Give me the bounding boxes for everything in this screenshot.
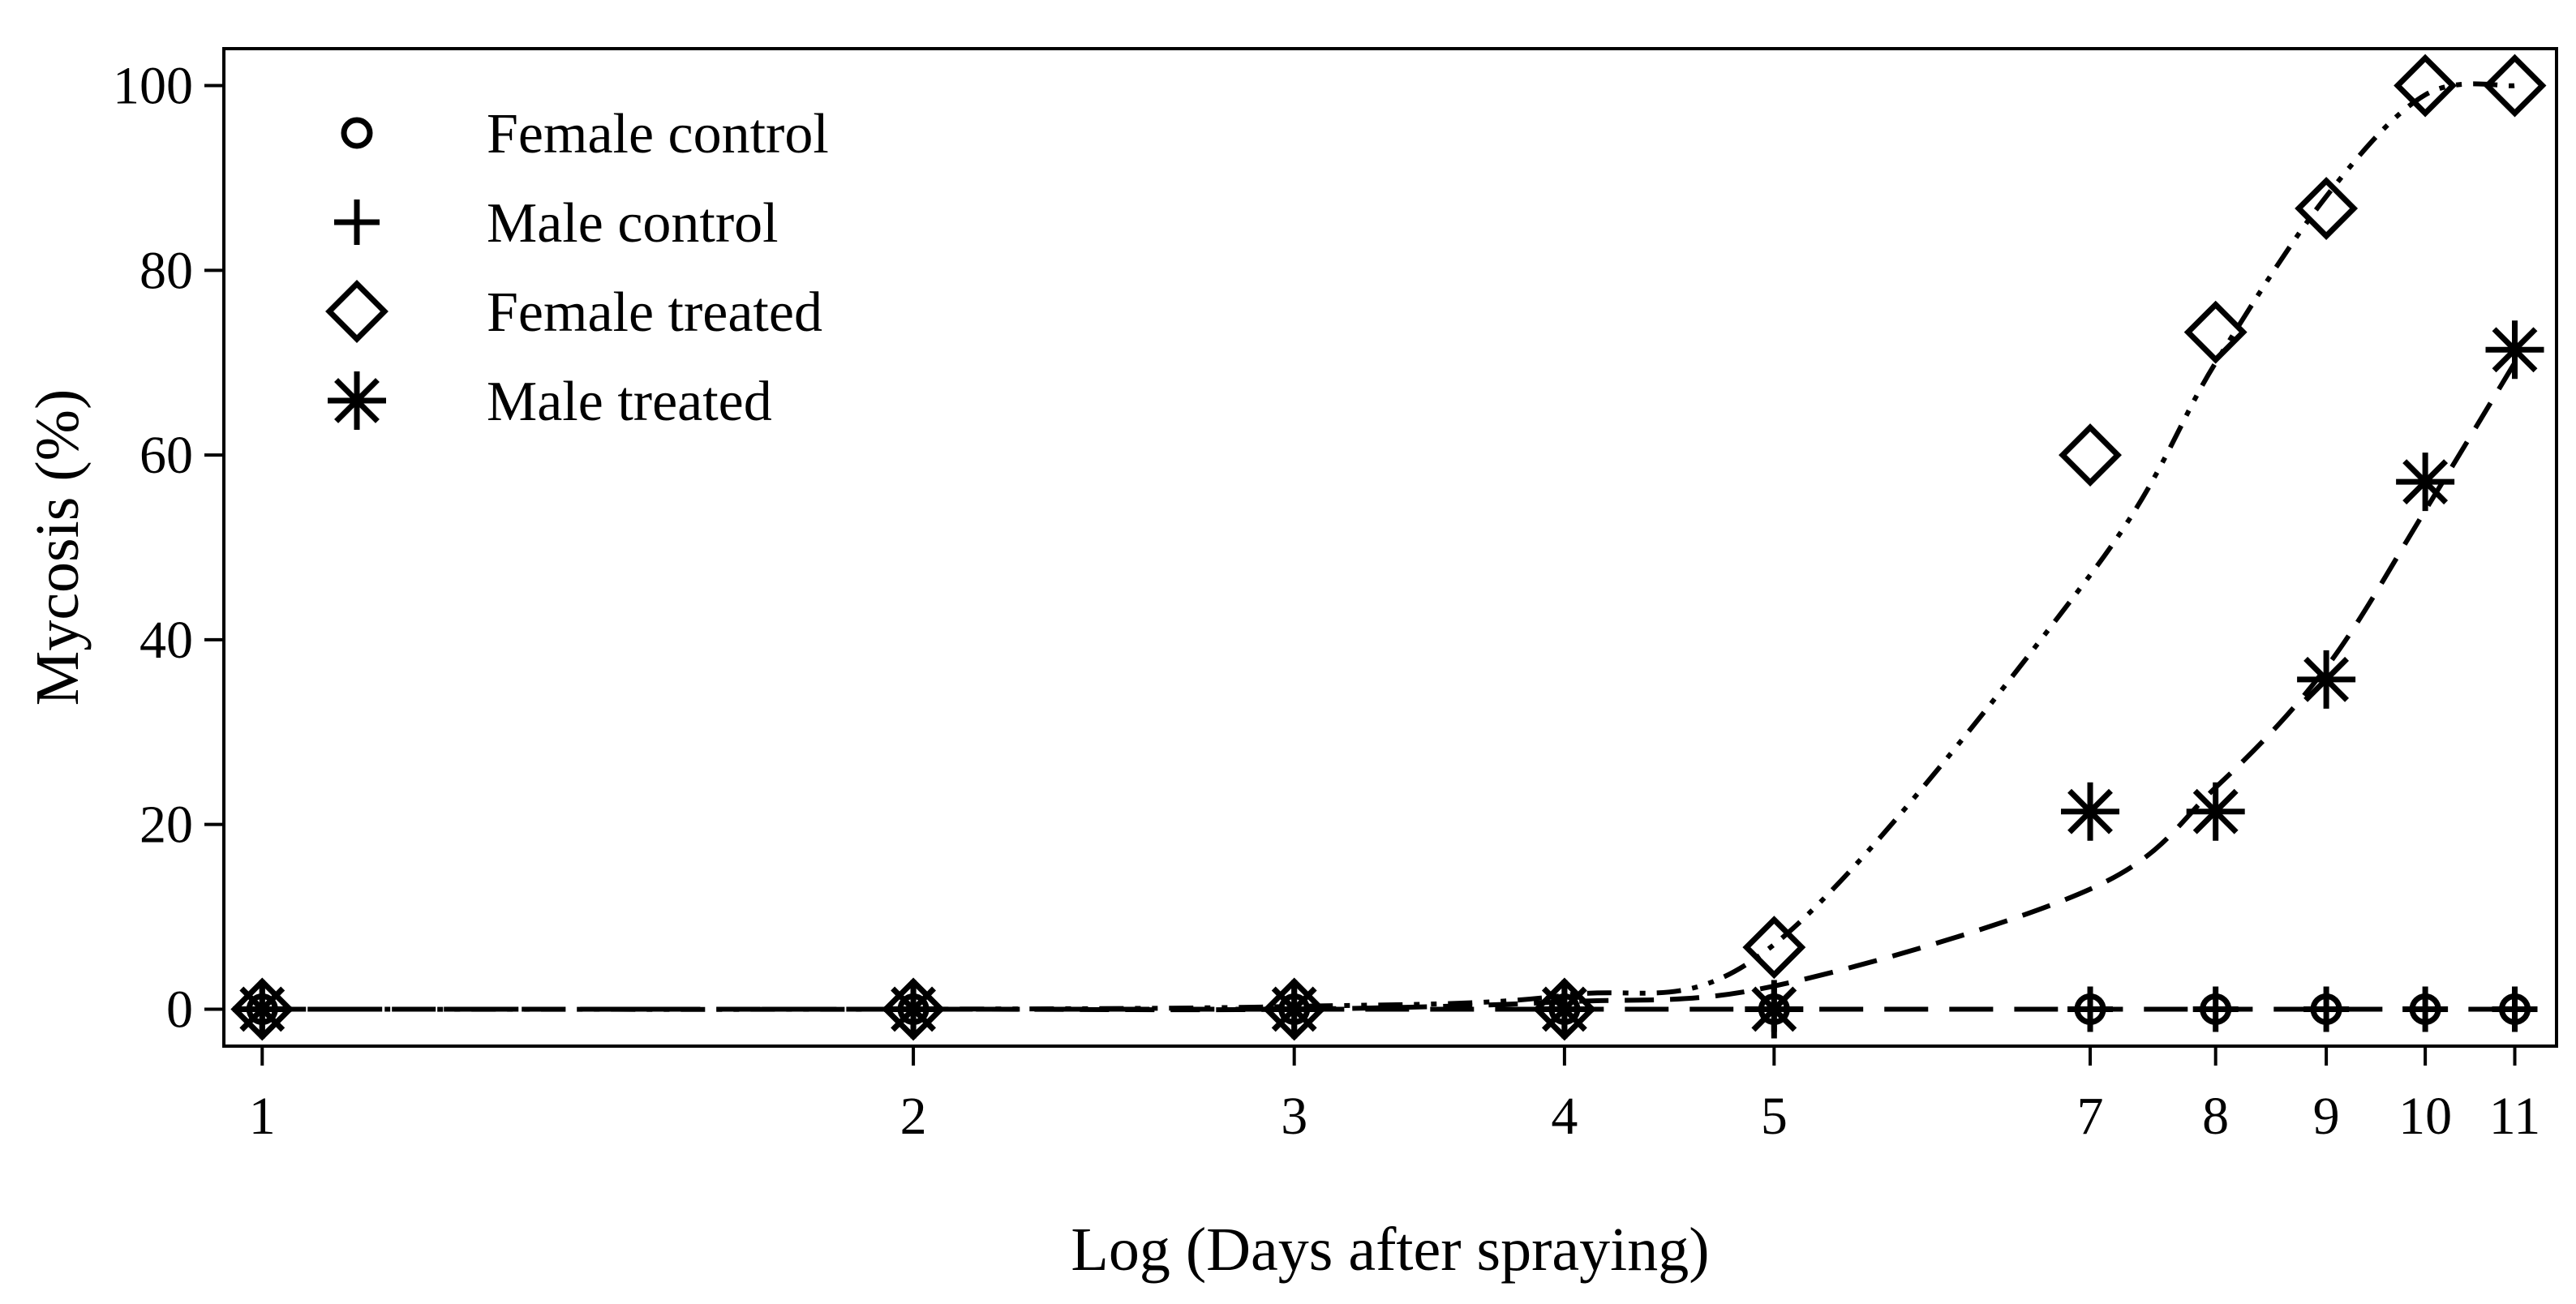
data-point-diamond <box>2394 54 2458 118</box>
y-tick-label: 40 <box>140 611 193 670</box>
x-tick-label: 8 <box>2202 1087 2229 1146</box>
data-point-asterisk <box>2186 782 2245 841</box>
data-point-asterisk <box>2061 782 2120 841</box>
data-point-asterisk <box>884 980 943 1039</box>
data-point-plus <box>2402 986 2449 1032</box>
x-axis: 1 2 3 4 5 7 8 9 10 11 <box>249 1046 2541 1146</box>
x-tick-label: 11 <box>2489 1087 2541 1146</box>
data-point-asterisk <box>233 980 292 1039</box>
data-point-asterisk <box>1535 980 1594 1039</box>
y-tick-label: 100 <box>113 57 193 116</box>
x-axis-title: Log (Days after spraying) <box>1071 1216 1709 1284</box>
data-point-diamond <box>2059 423 2122 487</box>
legend-label: Male control <box>487 192 779 255</box>
legend-marker-diamond <box>325 280 389 343</box>
data-point-diamond <box>2183 300 2248 364</box>
y-tick-label: 0 <box>166 980 193 1039</box>
x-tick-label: 7 <box>2077 1087 2104 1146</box>
x-tick-label: 10 <box>2398 1087 2452 1146</box>
y-tick-label: 20 <box>140 796 193 855</box>
legend-label: Male treated <box>487 371 772 433</box>
data-point-plus <box>2192 986 2239 1032</box>
legend-label: Female control <box>487 103 829 165</box>
data-point-asterisk <box>2297 650 2356 709</box>
data-point-diamond <box>2295 177 2359 240</box>
legend-marker-asterisk <box>328 371 386 430</box>
x-tick-label: 9 <box>2313 1087 2340 1146</box>
x-tick-label: 5 <box>1761 1087 1788 1146</box>
data-point-diamond <box>1742 916 1806 980</box>
data-point-asterisk <box>1264 980 1324 1039</box>
x-tick-label: 2 <box>900 1087 927 1146</box>
y-axis: 0 20 40 60 80 100 <box>113 57 224 1039</box>
legend-marker-circle <box>341 117 373 149</box>
data-point-plus <box>2303 986 2350 1032</box>
data-point-diamond <box>2483 54 2547 118</box>
y-axis-title: Mycosis (%) <box>24 389 92 706</box>
data-point-asterisk <box>1745 980 1804 1039</box>
data-markers <box>230 54 2547 1041</box>
legend: Female control Male control Female treated… <box>325 103 829 433</box>
legend-label: Female treated <box>487 281 822 344</box>
data-point-asterisk <box>2396 453 2455 512</box>
x-tick-label: 3 <box>1281 1087 1307 1146</box>
y-tick-label: 60 <box>140 426 193 485</box>
fit-line-3 <box>262 361 2518 1013</box>
x-tick-label: 1 <box>249 1087 276 1146</box>
data-point-plus <box>2492 986 2538 1032</box>
legend-marker-plus <box>334 199 380 245</box>
x-tick-label: 4 <box>1551 1087 1578 1146</box>
data-point-asterisk <box>2485 320 2544 380</box>
data-point-plus <box>2067 986 2114 1032</box>
y-tick-label: 80 <box>140 241 193 300</box>
plot-frame <box>222 47 2558 1048</box>
